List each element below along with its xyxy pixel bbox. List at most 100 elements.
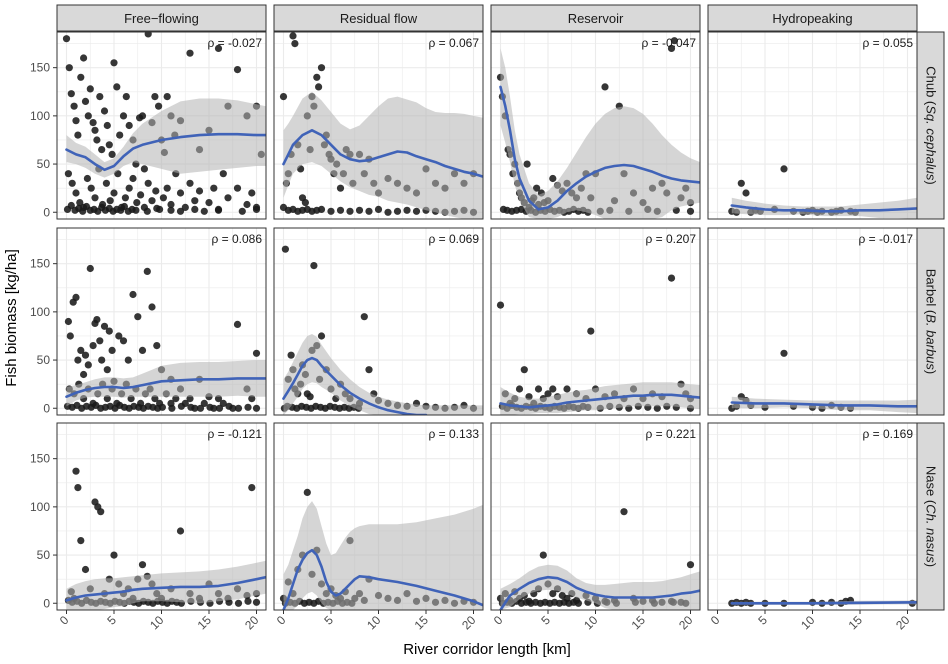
- smooth-line: [282, 129, 483, 178]
- data-point: [106, 197, 114, 205]
- data-point: [81, 351, 90, 359]
- data-point: [74, 484, 82, 492]
- panel-2-1: ρ = 0.133: [273, 422, 484, 611]
- data-point: [225, 598, 233, 606]
- row-strip: Chub (Sq. cephalus): [916, 31, 945, 220]
- data-point: [248, 484, 256, 492]
- x-tick-label: 10: [147, 613, 167, 633]
- data-point: [91, 126, 99, 134]
- y-tick-label: 100: [30, 109, 50, 123]
- data-point: [224, 194, 232, 202]
- data-point: [77, 537, 85, 545]
- panel-content: [496, 274, 700, 415]
- data-point: [181, 203, 189, 211]
- data-point: [64, 170, 72, 178]
- row-strip: Nase (Ch. nasus): [916, 422, 945, 611]
- species-latin-name: Ch. nasus: [924, 504, 939, 563]
- data-point: [244, 597, 252, 605]
- panel-content: [64, 467, 266, 610]
- data-point: [153, 342, 161, 350]
- data-point: [233, 66, 242, 74]
- data-point: [100, 322, 109, 330]
- x-tick-label: 5: [321, 613, 336, 628]
- data-point: [151, 395, 159, 403]
- data-point: [152, 187, 160, 195]
- data-point: [289, 32, 297, 40]
- data-point: [79, 207, 87, 215]
- x-tick-label: 5: [104, 613, 119, 628]
- correlation-label: ρ = 0.133: [428, 427, 479, 441]
- data-point: [87, 184, 95, 192]
- data-point: [534, 385, 543, 393]
- row-strip-label: Chub (Sq. cephalus): [924, 66, 939, 185]
- data-point: [243, 200, 251, 209]
- data-point: [72, 189, 80, 197]
- data-point: [108, 150, 116, 158]
- panel-1-2: ρ = 0.207: [490, 227, 701, 416]
- data-point: [110, 59, 118, 67]
- data-point: [742, 189, 750, 197]
- x-tick-label: 20: [893, 613, 913, 633]
- data-point: [191, 197, 199, 205]
- data-point: [119, 337, 128, 345]
- data-point: [355, 206, 364, 214]
- panel-content: [62, 32, 266, 215]
- data-point: [238, 207, 246, 215]
- data-point: [121, 194, 129, 202]
- column-strip-label: Free−flowing: [124, 11, 199, 26]
- panel-1-0: ρ = 0.086: [56, 227, 267, 416]
- data-point: [176, 207, 185, 215]
- data-point: [206, 403, 214, 411]
- data-point: [168, 404, 176, 412]
- strip-background: [916, 31, 945, 220]
- panel-1-3: ρ = -0.017: [707, 227, 918, 416]
- y-tick-label: 100: [30, 305, 50, 319]
- data-point: [533, 184, 541, 192]
- data-point: [549, 385, 557, 393]
- data-point: [195, 187, 204, 195]
- data-point: [384, 208, 392, 216]
- data-point: [134, 313, 142, 321]
- data-point: [186, 49, 194, 57]
- smooth-line: [282, 356, 428, 415]
- data-point: [360, 313, 368, 321]
- data-point: [233, 184, 242, 192]
- y-tick-label: 150: [30, 257, 50, 271]
- x-tick-label: 20: [676, 613, 696, 633]
- data-point: [108, 346, 116, 354]
- y-tick-label: 50: [37, 157, 51, 171]
- species-latin-name: B. barbus: [924, 314, 939, 370]
- data-point: [279, 93, 288, 101]
- panel-content: [63, 264, 266, 412]
- panel-content: [279, 488, 483, 610]
- smooth-line: [499, 85, 700, 211]
- data-point: [205, 199, 213, 207]
- panel-content: [280, 245, 483, 415]
- panel-0-2: ρ = -0.047: [490, 31, 701, 220]
- smooth-line: [730, 204, 917, 213]
- data-point: [306, 393, 314, 401]
- data-point: [84, 361, 92, 369]
- data-point: [89, 119, 97, 127]
- data-point: [496, 301, 505, 309]
- data-point: [138, 346, 147, 354]
- open-paren: (: [924, 97, 939, 106]
- y-tick-label: 0: [43, 401, 50, 415]
- data-point: [248, 395, 256, 403]
- data-point: [125, 121, 133, 130]
- data-point: [163, 184, 171, 192]
- data-point: [119, 112, 128, 120]
- data-point: [686, 561, 695, 569]
- data-point: [346, 207, 354, 215]
- data-point: [544, 390, 552, 398]
- correlation-label: ρ = -0.121: [207, 427, 262, 441]
- data-point: [219, 399, 227, 407]
- data-point: [70, 102, 78, 110]
- correlation-label: ρ = 0.069: [428, 232, 479, 246]
- x-tick-label: 0: [491, 613, 506, 628]
- data-point: [138, 561, 147, 569]
- data-point: [74, 131, 82, 139]
- data-point: [129, 174, 137, 183]
- x-tick-label: 15: [629, 613, 649, 633]
- panel-0-1: ρ = 0.067: [273, 31, 484, 220]
